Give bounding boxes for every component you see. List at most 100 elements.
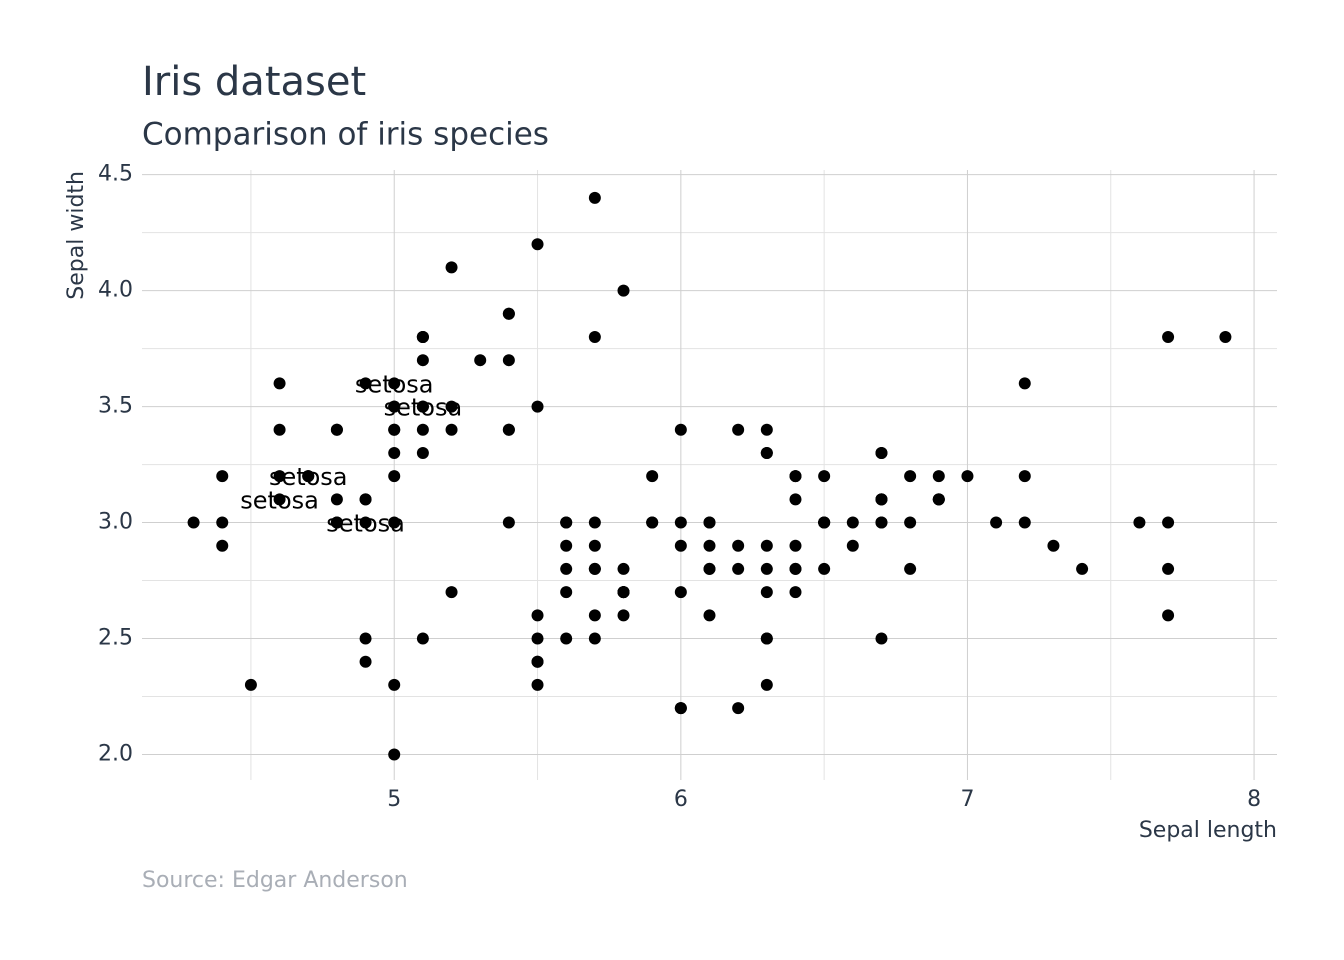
- point: [732, 539, 745, 552]
- point: [760, 423, 773, 436]
- point: [416, 446, 429, 459]
- point: [760, 539, 773, 552]
- point-label: setosa: [240, 486, 319, 514]
- point: [502, 354, 515, 367]
- grid: [142, 170, 1277, 780]
- point: [388, 377, 401, 390]
- point: [531, 609, 544, 622]
- point: [1018, 377, 1031, 390]
- point: [359, 655, 372, 668]
- point: [445, 400, 458, 413]
- point: [703, 562, 716, 575]
- point: [646, 516, 659, 529]
- point: [1018, 470, 1031, 483]
- point: [703, 539, 716, 552]
- source-note: Source: Edgar Anderson: [142, 868, 408, 893]
- point: [732, 423, 745, 436]
- point: [531, 678, 544, 691]
- point: [216, 539, 229, 552]
- point: [330, 423, 343, 436]
- x-tick-label: 8: [1247, 787, 1261, 812]
- point: [502, 307, 515, 320]
- point: [388, 446, 401, 459]
- point: [789, 493, 802, 506]
- point: [531, 655, 544, 668]
- point: [187, 516, 200, 529]
- point: [588, 632, 601, 645]
- point-label: setosa: [384, 394, 463, 422]
- point: [588, 539, 601, 552]
- point: [617, 586, 630, 599]
- point: [416, 354, 429, 367]
- point: [760, 678, 773, 691]
- point-label: setosa: [326, 510, 405, 538]
- point: [330, 516, 343, 529]
- point: [388, 516, 401, 529]
- point: [990, 516, 1003, 529]
- y-axis-label: Sepal width: [64, 171, 89, 300]
- point: [273, 377, 286, 390]
- point: [502, 516, 515, 529]
- point: [674, 423, 687, 436]
- point: [904, 562, 917, 575]
- point: [674, 539, 687, 552]
- point: [474, 354, 487, 367]
- point: [531, 400, 544, 413]
- point: [416, 423, 429, 436]
- point: [875, 446, 888, 459]
- y-tick-label: 2.0: [98, 741, 133, 766]
- point: [875, 632, 888, 645]
- point: [818, 516, 831, 529]
- point: [588, 609, 601, 622]
- point: [588, 191, 601, 204]
- point: [674, 702, 687, 715]
- point-label: setosa: [355, 370, 434, 398]
- point: [560, 516, 573, 529]
- point: [560, 632, 573, 645]
- point: [388, 470, 401, 483]
- point: [388, 400, 401, 413]
- point: [1018, 516, 1031, 529]
- point: [732, 562, 745, 575]
- point: [273, 423, 286, 436]
- point: [273, 470, 286, 483]
- point: [1219, 330, 1232, 343]
- point: [359, 516, 372, 529]
- point: [846, 516, 859, 529]
- point: [818, 562, 831, 575]
- point: [388, 678, 401, 691]
- chart-title: Iris dataset: [142, 59, 366, 105]
- point-label: setosa: [269, 463, 348, 491]
- point: [1162, 562, 1175, 575]
- point: [588, 516, 601, 529]
- point: [617, 284, 630, 297]
- point: [302, 470, 315, 483]
- point: [216, 470, 229, 483]
- point: [760, 586, 773, 599]
- point: [617, 609, 630, 622]
- point: [445, 261, 458, 274]
- point: [760, 562, 773, 575]
- point: [732, 702, 745, 715]
- y-tick-label: 2.5: [98, 626, 133, 651]
- point: [359, 493, 372, 506]
- point: [531, 632, 544, 645]
- y-tick-label: 3.5: [98, 394, 133, 419]
- point: [875, 516, 888, 529]
- point: [760, 446, 773, 459]
- point: [789, 539, 802, 552]
- point: [1133, 516, 1146, 529]
- point: [932, 493, 945, 506]
- point: [646, 470, 659, 483]
- point: [388, 748, 401, 761]
- point: [1162, 330, 1175, 343]
- point: [932, 470, 945, 483]
- point: [789, 470, 802, 483]
- point: [445, 586, 458, 599]
- point: [904, 516, 917, 529]
- point: [846, 539, 859, 552]
- point: [273, 493, 286, 506]
- point: [416, 400, 429, 413]
- point: [674, 516, 687, 529]
- y-tick-label: 4.0: [98, 278, 133, 303]
